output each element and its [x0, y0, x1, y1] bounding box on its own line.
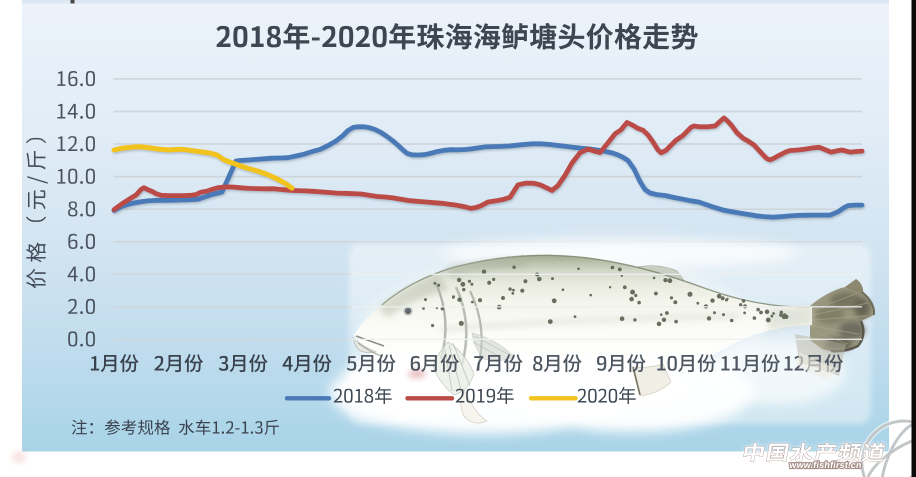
svg-text:www.fishfirst.cn: www.fishfirst.cn [788, 460, 863, 470]
svg-text:www.fishfirst.cn: www.fishfirst.cn [788, 460, 863, 470]
